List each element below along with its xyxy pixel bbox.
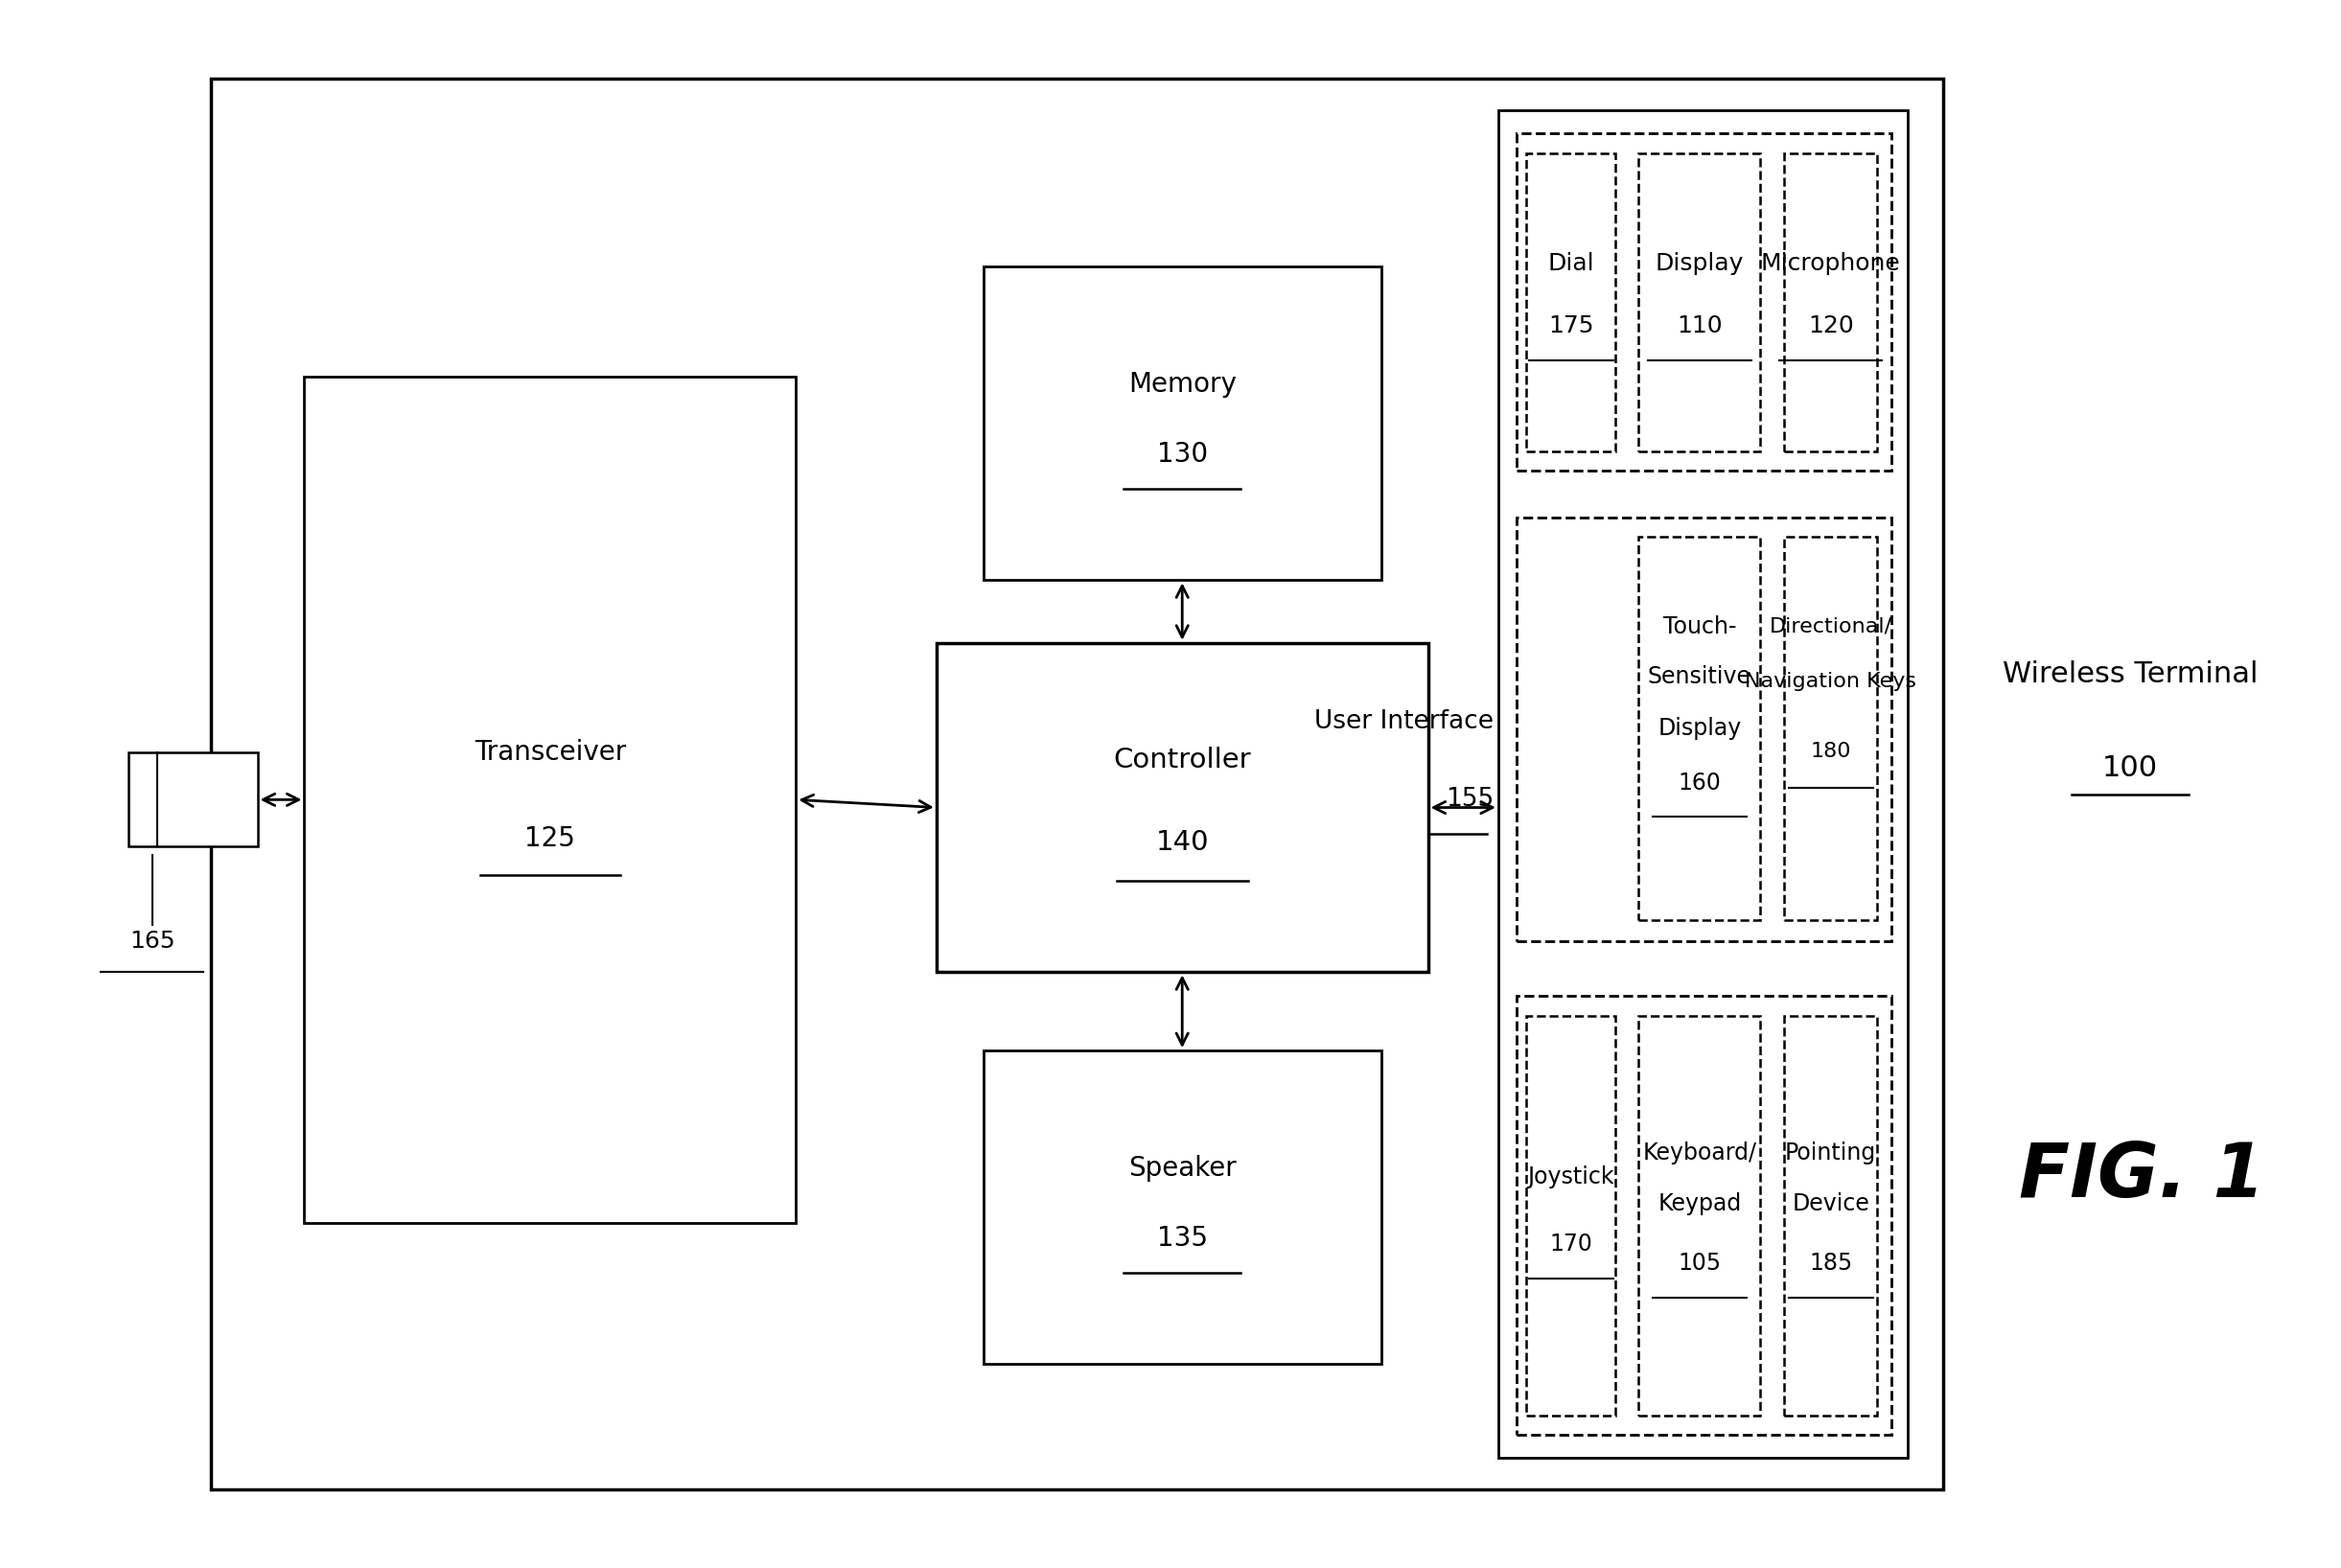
Bar (1498, 110, 1908, 1458)
Text: Joystick: Joystick (1526, 1165, 1615, 1189)
Bar (1784, 1016, 1877, 1416)
Text: 185: 185 (1810, 1251, 1852, 1275)
Text: Pointing: Pointing (1784, 1142, 1877, 1165)
Bar (1639, 1016, 1760, 1416)
Bar (304, 376, 796, 1223)
Text: 135: 135 (1156, 1225, 1208, 1253)
Text: Directional/: Directional/ (1770, 616, 1892, 637)
Text: User Interface: User Interface (1313, 709, 1494, 734)
Text: Keypad: Keypad (1657, 1192, 1742, 1215)
Bar (983, 267, 1381, 580)
Text: 155: 155 (1444, 787, 1494, 812)
Text: 140: 140 (1156, 828, 1208, 856)
Text: 130: 130 (1156, 441, 1208, 469)
Bar (129, 753, 258, 847)
Text: 100: 100 (2102, 754, 2158, 782)
Bar (1526, 1016, 1615, 1416)
Bar (1784, 536, 1877, 920)
Bar (1639, 536, 1760, 920)
Text: Speaker: Speaker (1128, 1154, 1236, 1182)
Text: Microphone: Microphone (1760, 252, 1901, 274)
Text: 170: 170 (1550, 1232, 1592, 1256)
Text: Touch-: Touch- (1662, 615, 1737, 638)
Text: Transceiver: Transceiver (475, 739, 625, 767)
Text: Keyboard/: Keyboard/ (1643, 1142, 1756, 1165)
Text: 175: 175 (1547, 315, 1594, 337)
Bar (1784, 154, 1877, 452)
Text: 160: 160 (1678, 771, 1721, 795)
Bar (211, 78, 1943, 1490)
Text: 125: 125 (524, 825, 576, 853)
Bar (983, 1051, 1381, 1364)
Text: Dial: Dial (1547, 252, 1594, 274)
Text: 180: 180 (1810, 742, 1852, 762)
Text: 120: 120 (1807, 315, 1854, 337)
Text: Display: Display (1655, 252, 1744, 274)
Bar (1639, 154, 1760, 452)
Text: Wireless Terminal: Wireless Terminal (2002, 660, 2259, 688)
Text: Navigation Keys: Navigation Keys (1744, 671, 1917, 691)
Bar (1526, 154, 1615, 452)
Text: FIG. 1: FIG. 1 (2018, 1140, 2266, 1212)
Text: Controller: Controller (1114, 746, 1250, 775)
Text: 165: 165 (129, 930, 176, 952)
Bar (1517, 133, 1892, 470)
Bar (1517, 996, 1892, 1435)
Text: Device: Device (1791, 1192, 1870, 1215)
Bar (936, 643, 1428, 972)
Text: 105: 105 (1678, 1251, 1721, 1275)
Text: Display: Display (1657, 717, 1742, 740)
Text: Memory: Memory (1128, 370, 1236, 398)
Bar (1517, 517, 1892, 941)
Text: Sensitive: Sensitive (1648, 665, 1751, 688)
Text: 110: 110 (1676, 315, 1723, 337)
